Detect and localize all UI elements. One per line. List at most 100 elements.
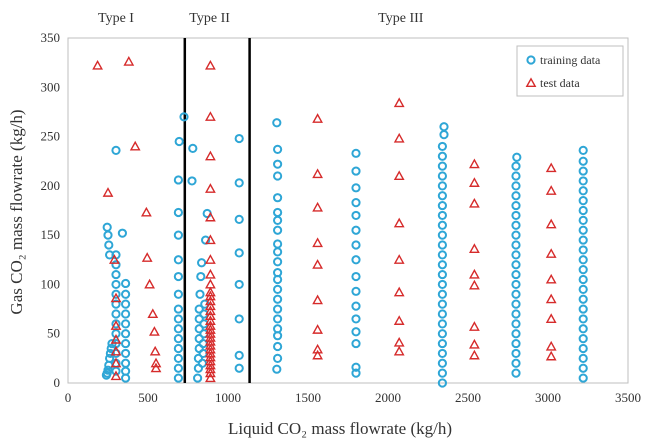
training-data-point (511, 279, 521, 290)
test-data-point (393, 132, 405, 143)
training-data-point (437, 230, 447, 240)
y-axis-label: Gas CO₂ mass flowrate (kg/h) (7, 109, 26, 314)
training-data-point (173, 207, 183, 218)
region-label: Type II (189, 11, 230, 26)
test-data-point (144, 278, 155, 289)
training-data-point (351, 314, 361, 324)
test-data-point (150, 362, 162, 373)
axes: 0 500 1000 1500 2000 2500 3000 3500 0 50 100 150 200… (41, 30, 642, 405)
y-tick-label: 0 (54, 375, 61, 390)
test-data-point (469, 338, 480, 349)
training-data-point (511, 319, 521, 329)
training-data-point (578, 363, 588, 373)
training-data-point (437, 240, 447, 250)
training-data-point (511, 250, 521, 260)
training-data-point (578, 225, 588, 235)
training-data-point (173, 334, 183, 344)
training-data-point (578, 274, 588, 285)
test-data-point (312, 168, 323, 179)
training-data-point (105, 348, 116, 359)
training-data-point (437, 151, 447, 161)
training-data-point (121, 358, 131, 368)
training-data-point (111, 279, 121, 290)
training-data-point (273, 268, 283, 278)
test-data-point (545, 293, 557, 304)
training-data-point (511, 299, 521, 309)
training-data-point (351, 255, 361, 265)
y-tick-label: 250 (41, 129, 61, 144)
test-data-point (205, 234, 216, 245)
training-data-point (351, 338, 361, 349)
test-data-point (102, 187, 114, 197)
test-data-point (312, 294, 323, 305)
training-data-point (578, 284, 588, 294)
test-data-point (205, 367, 216, 378)
training-data-point (437, 141, 447, 152)
training-data-point (273, 225, 283, 235)
training-data-point (511, 210, 521, 221)
training-data-point (104, 240, 114, 250)
training-data-point (437, 358, 447, 368)
training-data-point (578, 255, 588, 265)
test-data-point (149, 345, 161, 356)
training-data-point (437, 200, 447, 211)
legend-label: training data (540, 53, 601, 67)
data-marks (92, 56, 588, 388)
training-data-point (193, 373, 203, 383)
x-tick-label: 2000 (375, 390, 401, 405)
training-data-point (173, 304, 183, 314)
training-data-point (351, 148, 361, 158)
x-tick-label: 3000 (535, 390, 561, 405)
training-data-point (351, 368, 361, 378)
training-data-point (121, 289, 131, 299)
training-data-point (578, 186, 588, 196)
training-data-point (578, 235, 588, 245)
training-data-point (111, 299, 121, 309)
training-data-point (103, 230, 113, 240)
test-data-point (393, 254, 405, 264)
test-data-point (545, 273, 557, 284)
test-data-point (110, 333, 122, 344)
x-tick-label: 1500 (295, 390, 321, 405)
training-data-point (111, 269, 121, 280)
y-tick-label: 150 (41, 227, 61, 242)
training-data-point (511, 289, 521, 299)
training-data-point (111, 329, 121, 339)
training-data-point (578, 196, 588, 206)
x-tick-label: 2500 (455, 390, 481, 405)
legend-label: test data (540, 76, 580, 90)
test-data-point (545, 313, 557, 323)
training-data-point (578, 294, 588, 304)
training-data-point (273, 144, 283, 154)
training-data-point (179, 112, 189, 122)
training-data-point (437, 161, 447, 171)
training-data-point (511, 348, 521, 359)
training-data-point (512, 152, 522, 162)
training-data-point (578, 265, 588, 275)
y-tick-label: 350 (41, 30, 61, 45)
training-data-point (273, 304, 283, 314)
training-data-point (121, 278, 131, 289)
training-data-point (578, 324, 588, 334)
training-data-point (117, 228, 128, 238)
training-data-point (121, 309, 131, 319)
training-data-point (511, 368, 521, 378)
training-data-point (437, 250, 447, 260)
x-tick-label: 3500 (615, 390, 641, 405)
training-data-point (511, 240, 521, 250)
training-data-point (437, 260, 447, 270)
test-data-point (205, 295, 216, 306)
training-data-point (437, 289, 447, 299)
training-data-point (173, 324, 183, 334)
training-data-point (351, 183, 361, 193)
training-data-point (578, 245, 588, 255)
training-data-point (578, 205, 588, 216)
test-data-point (149, 326, 160, 336)
training-data-point (273, 294, 283, 304)
test-data-point (545, 185, 557, 195)
training-data-point (578, 314, 588, 324)
training-data-point (174, 136, 184, 147)
test-data-point (469, 158, 480, 169)
training-data-point (234, 248, 244, 258)
plot-frame (67, 37, 629, 384)
